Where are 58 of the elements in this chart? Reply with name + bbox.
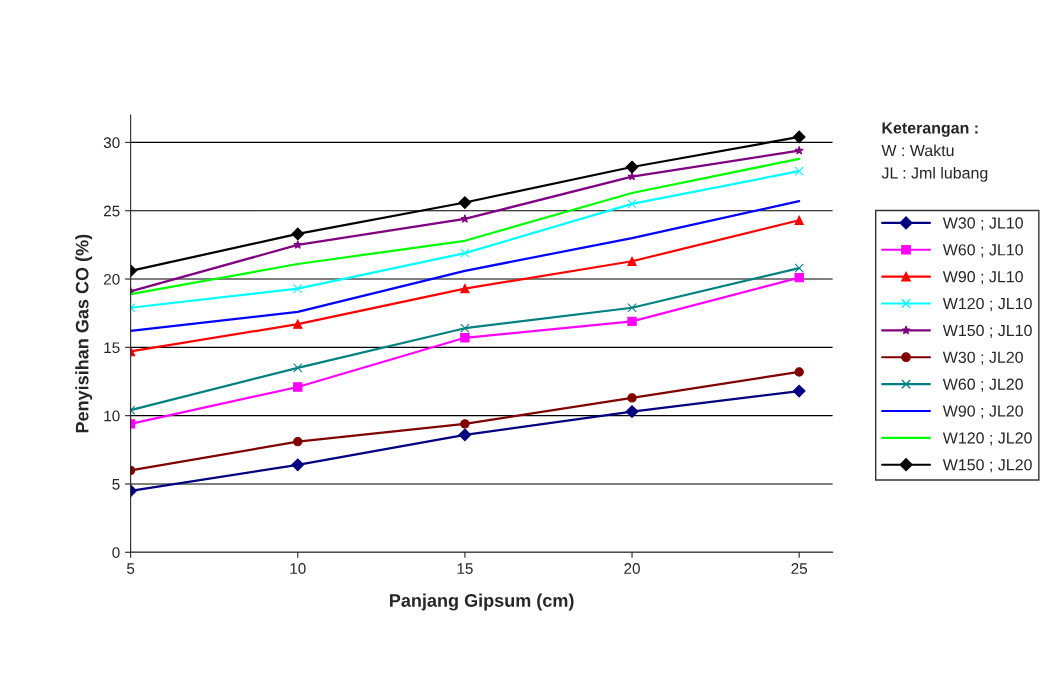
point [458, 428, 472, 442]
legend-label: W90 ; JL20 [942, 405, 1023, 419]
legend-label: W90 ; JL10 [942, 271, 1023, 285]
point [627, 393, 637, 403]
x-axis-title: Panjang Gipsum (cm) [390, 593, 574, 611]
point [293, 283, 303, 294]
point [625, 160, 639, 174]
legend-label: W60 ; JL10 [942, 244, 1023, 258]
text: Keterangan : [882, 122, 978, 137]
point [293, 319, 303, 329]
legend-label: W120 ; JL10 [942, 297, 1032, 312]
legend-label: W60 ; JL20 [942, 378, 1023, 392]
y-tick-label: 0 [112, 547, 120, 558]
y-tick-label: 25 [103, 205, 120, 217]
point [792, 130, 806, 144]
point [293, 363, 303, 373]
y-tick-label: 10 [104, 410, 120, 422]
text: JL : Jml lubang [881, 166, 988, 182]
point [792, 384, 806, 398]
y-axis-title: Penyisihan Gas CO (%) [75, 234, 93, 433]
legend-label: W150 ; JL10 [942, 324, 1032, 338]
point [627, 316, 637, 327]
legend-label: W30 ; JL10 [942, 217, 1023, 231]
x-tick-label: 25 [791, 563, 808, 574]
x-tick-label: 5 [126, 563, 135, 574]
point [627, 199, 637, 209]
point [460, 248, 470, 258]
y-tick-label: 20 [103, 273, 120, 285]
point [627, 256, 637, 266]
legend-label: W150 ; JL20 [942, 459, 1032, 473]
point [627, 303, 637, 313]
point [460, 323, 470, 333]
text: W : Waktu [881, 144, 954, 157]
point [293, 382, 303, 392]
point [460, 419, 470, 429]
y-tick-label: 15 [104, 342, 120, 354]
point [794, 145, 804, 155]
point [291, 458, 305, 472]
point [794, 367, 804, 377]
point [460, 333, 470, 343]
y-tick-label: 5 [112, 479, 120, 490]
line-series [130, 200, 801, 333]
x-tick-label: 10 [290, 563, 306, 574]
point [293, 240, 303, 249]
point [625, 405, 639, 418]
point [794, 166, 804, 176]
point [460, 283, 470, 294]
point [794, 272, 804, 283]
legend-label: W120 ; JL20 [942, 432, 1032, 446]
x-tick-label: 15 [457, 563, 473, 574]
legend-label: W30 ; JL20 [942, 351, 1023, 365]
x-tick-label: 20 [624, 563, 640, 574]
y-tick-label: 30 [103, 137, 120, 149]
point [794, 263, 804, 273]
point [291, 227, 305, 241]
point [293, 436, 303, 447]
point [794, 215, 804, 225]
point [458, 196, 472, 209]
